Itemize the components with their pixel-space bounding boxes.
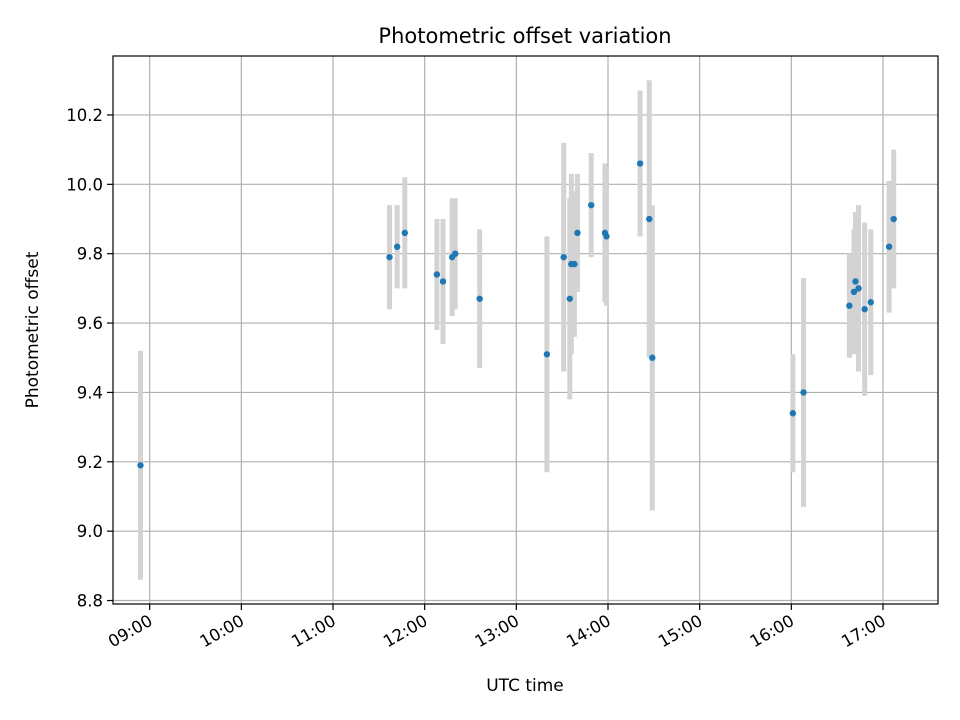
y-axis-ticks: 8.8 9.0 9.2 9.4 9.6 9.8 10.0 10.2: [66, 106, 113, 611]
data-point: [543, 351, 551, 358]
data-point: [560, 253, 567, 261]
data-point: [885, 243, 893, 250]
data-point: [571, 260, 578, 268]
data-point: [433, 271, 441, 278]
data-point: [574, 229, 581, 237]
y-tick-label: 10.2: [66, 106, 103, 125]
data-point: [386, 253, 393, 261]
y-tick-label: 10.0: [66, 175, 103, 194]
data-point: [852, 278, 859, 285]
data-point: [850, 288, 858, 296]
data-point: [137, 462, 144, 469]
data-point: [393, 243, 401, 250]
plot-frame: [112, 55, 939, 605]
data-point: [452, 250, 459, 257]
data-point: [861, 305, 868, 313]
data-point: [649, 354, 656, 361]
data-point: [587, 201, 595, 209]
data-point: [800, 389, 807, 396]
y-tick-label: 9.8: [77, 245, 103, 264]
data-points: [137, 160, 897, 469]
data-point: [439, 278, 447, 285]
data-point: [867, 299, 874, 306]
data-point: [846, 302, 853, 309]
y-tick-label: 9.4: [77, 383, 103, 402]
y-axis-label: Photometric offset: [23, 251, 43, 408]
data-point: [890, 215, 897, 223]
y-tick-label: 9.6: [77, 314, 103, 333]
data-point: [566, 295, 574, 302]
y-tick-label: 8.8: [77, 592, 103, 611]
y-tick-label: 9.0: [77, 522, 103, 541]
plot-area: [113, 56, 938, 604]
data-point: [476, 295, 483, 302]
data-point: [789, 410, 797, 417]
data-point: [646, 215, 653, 223]
chart-title: Photometric offset variation: [378, 24, 671, 48]
data-point: [401, 229, 409, 237]
y-tick-label: 9.2: [77, 453, 103, 472]
data-point: [855, 285, 862, 292]
x-axis-label: UTC time: [486, 676, 564, 696]
grid-lines: [113, 56, 938, 604]
data-point: [636, 160, 644, 167]
data-point: [603, 233, 610, 240]
